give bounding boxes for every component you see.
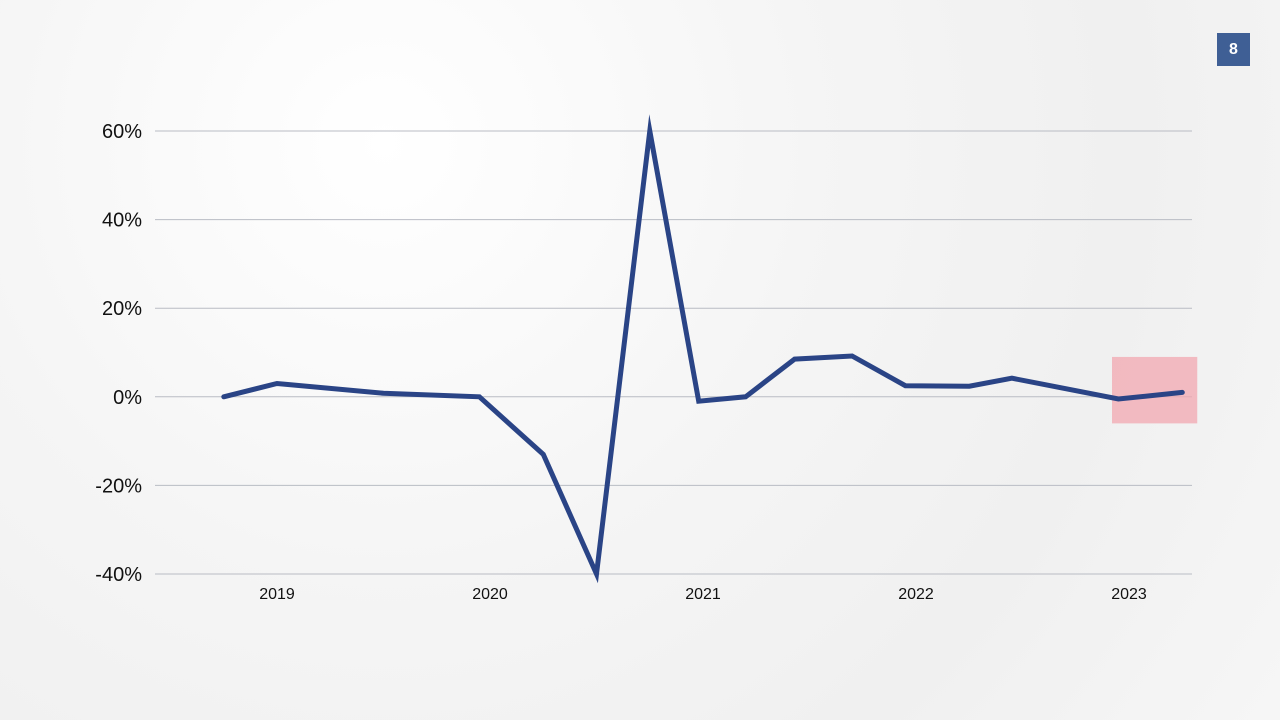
- x-axis-tick-labels: 2019 2020 2021 2022 2023: [259, 586, 1147, 603]
- y-axis-tick-labels: 60% 40% 20% 0% -20% -40%: [95, 121, 142, 586]
- highlight-box: [1112, 356, 1198, 424]
- data-point: [1180, 390, 1185, 395]
- page-number-badge: 8: [1217, 33, 1250, 66]
- data-point: [850, 354, 855, 359]
- x-tick-label: 2022: [898, 586, 934, 603]
- highlight-region: [1112, 356, 1198, 424]
- series-line-0: [221, 114, 1185, 584]
- data-point: [792, 357, 797, 362]
- data-point: [594, 572, 599, 577]
- data-point: [381, 391, 386, 396]
- data-point: [967, 384, 972, 389]
- data-point: [477, 394, 482, 399]
- x-tick-label: 2020: [472, 586, 508, 603]
- data-point: [1116, 397, 1121, 402]
- data-point: [647, 129, 652, 134]
- data-point: [696, 399, 701, 404]
- y-tick-label: 40%: [102, 210, 142, 232]
- data-point: [221, 394, 226, 399]
- series-layer: [221, 114, 1185, 584]
- data-point: [275, 381, 280, 386]
- x-tick-label: 2021: [685, 586, 721, 603]
- y-tick-label: -40%: [95, 564, 142, 586]
- y-tick-label: 20%: [102, 298, 142, 320]
- y-tick-label: 60%: [102, 121, 142, 143]
- grid-lines: [155, 130, 1192, 575]
- data-point: [743, 394, 748, 399]
- data-point: [903, 383, 908, 388]
- y-tick-label: -20%: [95, 475, 142, 497]
- data-point: [541, 452, 546, 457]
- x-tick-label: 2023: [1111, 586, 1147, 603]
- y-tick-label: 0%: [113, 387, 142, 409]
- x-tick-label: 2019: [259, 586, 295, 603]
- data-point: [1009, 376, 1014, 381]
